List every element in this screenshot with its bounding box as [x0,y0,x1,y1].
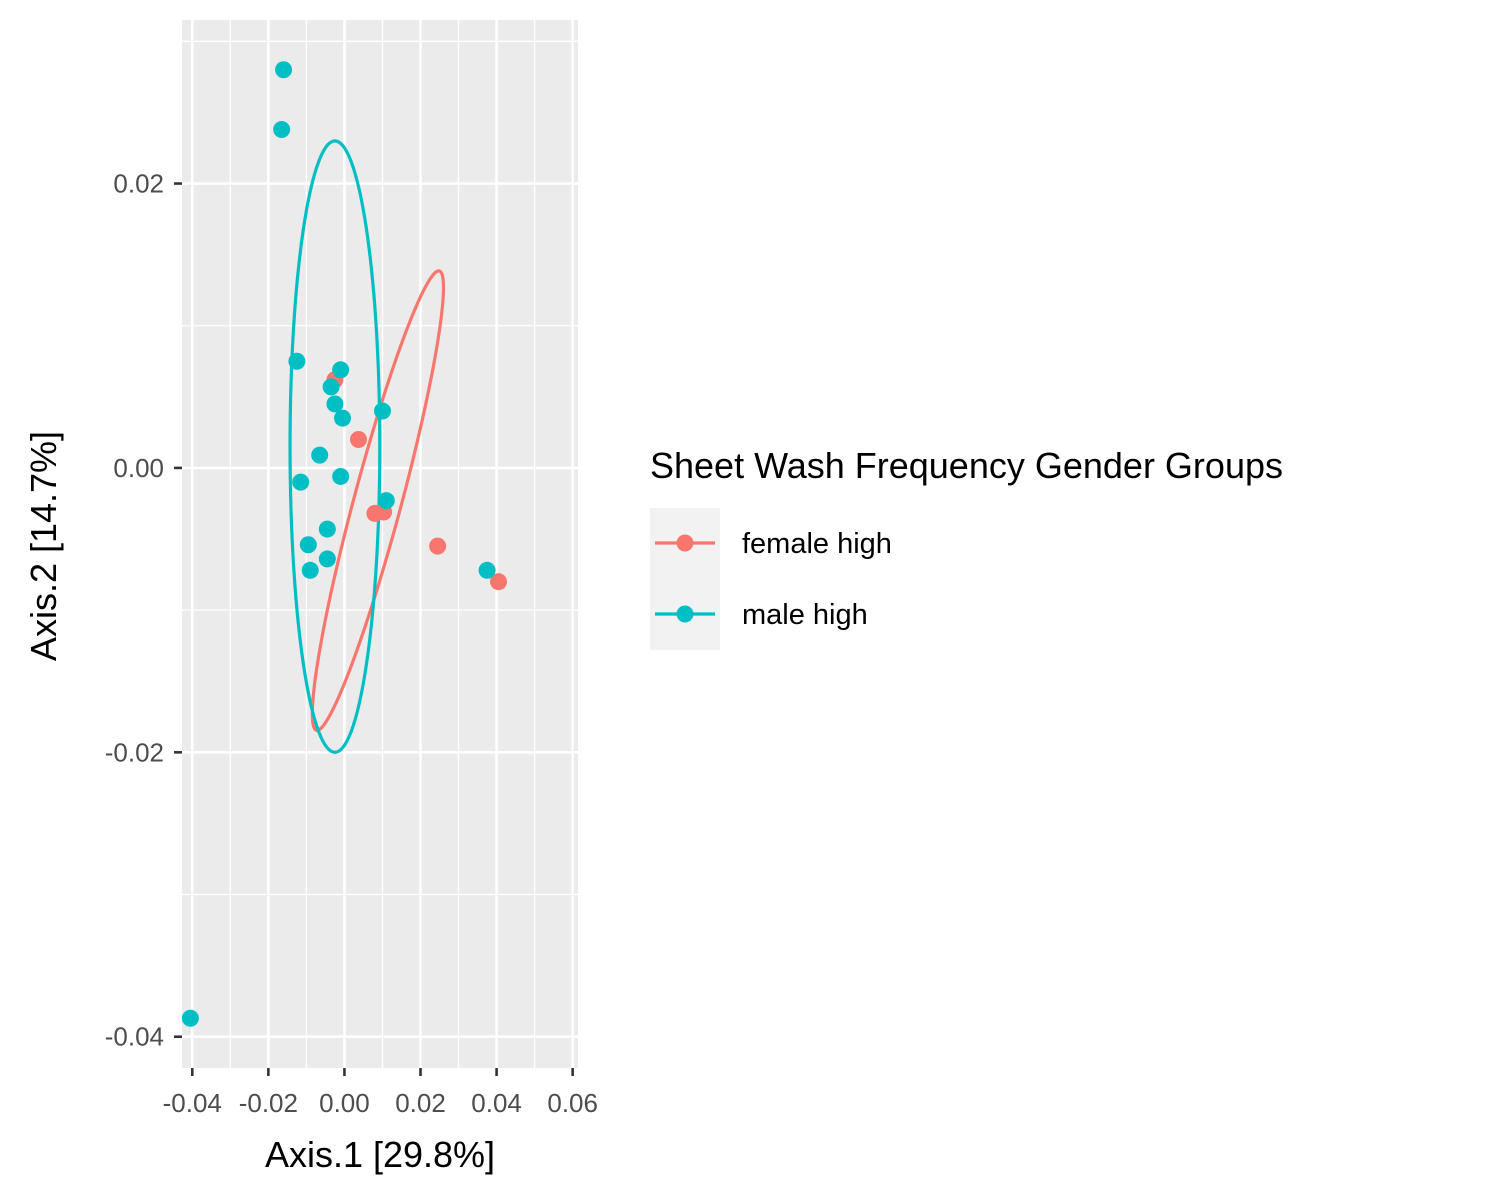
data-point [318,550,336,568]
legend-label: female high [742,528,892,560]
data-points [181,61,507,1027]
data-point [350,430,368,448]
data-point [429,537,447,555]
plot-panel [181,20,578,1068]
confidence-ellipse [310,269,446,733]
data-point [334,409,352,427]
y-axis-title: Axis.2 [14.7%] [23,431,64,661]
legend-key-dot [676,605,694,623]
legend-label: male high [742,599,868,631]
data-point [311,446,329,464]
y-tick-label: -0.04 [105,1022,164,1052]
data-point [299,536,317,554]
data-point [181,1009,199,1027]
data-point [288,352,306,370]
legend-key-background [650,508,720,650]
data-point [373,402,391,420]
data-point [273,120,291,138]
y-tick-label: -0.02 [105,737,164,767]
x-axis: -0.04 -0.02 0.00 0.02 0.04 0.06 [163,1068,598,1118]
legend-key-dot [676,534,694,552]
x-tick-label: 0.06 [547,1088,598,1118]
x-tick-label: 0.04 [471,1088,522,1118]
y-axis: -0.04 -0.02 0.00 0.02 [105,169,182,1052]
legend-item-female-high: female high [655,528,892,560]
legend-item-male-high: male high [655,599,868,631]
data-point [318,520,336,538]
confidence-ellipse [288,139,382,754]
x-tick-label: 0.00 [319,1088,370,1118]
data-point [275,61,293,79]
legend: Sheet Wash Frequency Gender Groups femal… [650,445,1283,650]
legend-title: Sheet Wash Frequency Gender Groups [650,445,1283,486]
x-axis-title: Axis.1 [29.8%] [265,1134,495,1175]
grid-major [182,20,578,1068]
data-point [478,561,496,579]
x-tick-label: -0.02 [239,1088,298,1118]
data-point [301,561,319,579]
data-point [332,467,350,485]
data-point [322,378,340,396]
data-point [332,361,350,379]
data-point [489,573,507,591]
data-point [326,395,344,413]
y-tick-label: 0.00 [113,453,164,483]
y-tick-label: 0.02 [113,169,164,199]
x-tick-label: 0.02 [395,1088,446,1118]
panel-background [182,20,578,1068]
data-point [377,492,395,510]
x-tick-label: -0.04 [163,1088,222,1118]
data-point [292,473,310,491]
confidence-ellipses [288,139,446,754]
